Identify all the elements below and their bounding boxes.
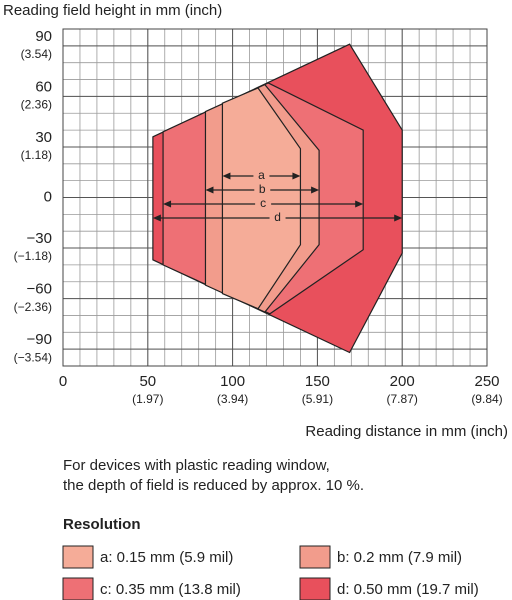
x-tick-inch: (1.97) (132, 392, 163, 406)
arrow-head (152, 214, 161, 222)
y-tick-inch: (−2.36) (14, 300, 52, 314)
y-tick-label: 0 (44, 188, 52, 205)
arrow-head (292, 172, 301, 180)
legend-label: a: 0.15 mm (5.9 mil) (100, 549, 233, 566)
y-tick-label: 60 (35, 78, 52, 95)
y-tick-inch: (1.18) (21, 148, 52, 162)
legend-title: Resolution (63, 516, 141, 533)
y-tick-inch: (2.36) (21, 98, 52, 112)
arrow-head (355, 200, 364, 208)
legend-label: d: 0.50 mm (19.7 mil) (337, 581, 479, 598)
range-label: b (259, 182, 266, 196)
arrow-head (205, 186, 214, 194)
x-axis-label: Reading distance in mm (inch) (305, 423, 508, 440)
x-tick-label: 200 (390, 373, 415, 390)
legend-label: c: 0.35 mm (13.8 mil) (100, 581, 241, 598)
x-tick-inch: (9.84) (471, 392, 502, 406)
y-tick-label: −30 (27, 230, 52, 247)
y-tick-inch: (3.54) (21, 47, 52, 61)
legend-swatch (299, 577, 331, 600)
plot-frame (62, 28, 488, 367)
x-tick-inch: (7.87) (387, 392, 418, 406)
arrow-head (163, 200, 172, 208)
x-tick-label: 0 (59, 373, 67, 390)
reading-field (221, 87, 302, 310)
legend-label: b: 0.2 mm (7.9 mil) (337, 549, 462, 566)
arrow-head (222, 172, 231, 180)
arrow-head (394, 214, 403, 222)
x-tick-label: 100 (220, 373, 245, 390)
chart-title: Reading field height in mm (inch) (3, 2, 222, 19)
arrow-head (311, 186, 320, 194)
note-line: For devices with plastic reading window, (63, 457, 330, 474)
range-label: a (258, 168, 265, 182)
x-tick-inch: (5.91) (302, 392, 333, 406)
legend-swatch (62, 545, 94, 569)
x-tick-label: 50 (139, 373, 156, 390)
y-tick-label: −60 (27, 281, 52, 298)
y-tick-label: −90 (27, 331, 52, 348)
x-tick-label: 250 (474, 373, 499, 390)
y-tick-label: 90 (35, 28, 52, 45)
x-tick-label: 150 (305, 373, 330, 390)
y-tick-inch: (−1.18) (14, 249, 52, 263)
legend-swatch (62, 577, 94, 600)
legend-swatch (299, 545, 331, 569)
note-line: the depth of field is reduced by approx.… (63, 477, 364, 494)
range-label: c (260, 196, 266, 210)
y-tick-label: 30 (35, 129, 52, 146)
y-tick-inch: (−3.54) (14, 350, 52, 364)
range-label: d (274, 210, 281, 224)
x-tick-inch: (3.94) (217, 392, 248, 406)
